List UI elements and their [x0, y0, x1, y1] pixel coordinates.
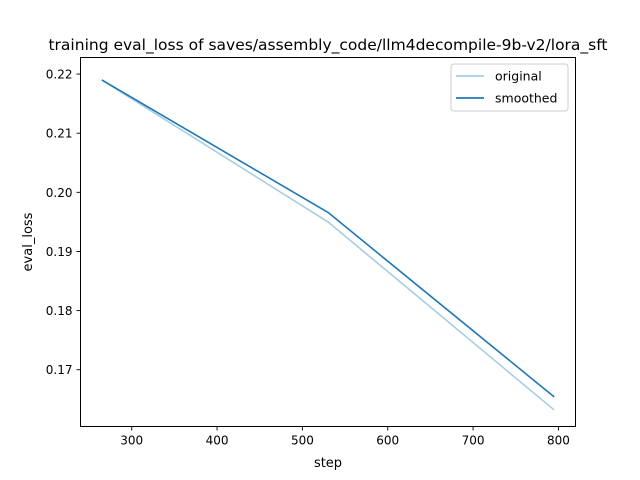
x-axis: 300 400 500 600 700 800 [120, 426, 570, 448]
legend: original smoothed [450, 63, 569, 112]
series-line-smoothed [101, 79, 555, 398]
y-tick-label: 0.17 [46, 363, 73, 377]
y-tick-label: 0.19 [46, 245, 73, 259]
legend-label-smoothed: smoothed [495, 91, 557, 106]
plot-lines [101, 79, 555, 411]
plot-area-frame [80, 57, 576, 427]
x-tick-label: 600 [376, 434, 399, 448]
y-axis: 0.17 0.18 0.19 0.20 0.21 0.22 [46, 68, 81, 377]
y-tick-label: 0.22 [46, 68, 73, 82]
y-tick-label: 0.18 [46, 304, 73, 318]
x-tick-label: 400 [206, 434, 229, 448]
y-tick-label: 0.20 [46, 186, 73, 200]
x-axis-label: step [314, 456, 342, 471]
x-tick-label: 300 [120, 434, 143, 448]
y-axis-label: eval_loss [21, 212, 36, 271]
x-tick-label: 500 [291, 434, 314, 448]
x-tick-label: 800 [547, 434, 570, 448]
chart-title: training eval_loss of saves/assembly_cod… [48, 36, 607, 55]
y-tick-label: 0.21 [46, 127, 73, 141]
series-line-original [101, 79, 555, 411]
legend-label-original: original [495, 69, 542, 84]
x-tick-label: 700 [462, 434, 485, 448]
